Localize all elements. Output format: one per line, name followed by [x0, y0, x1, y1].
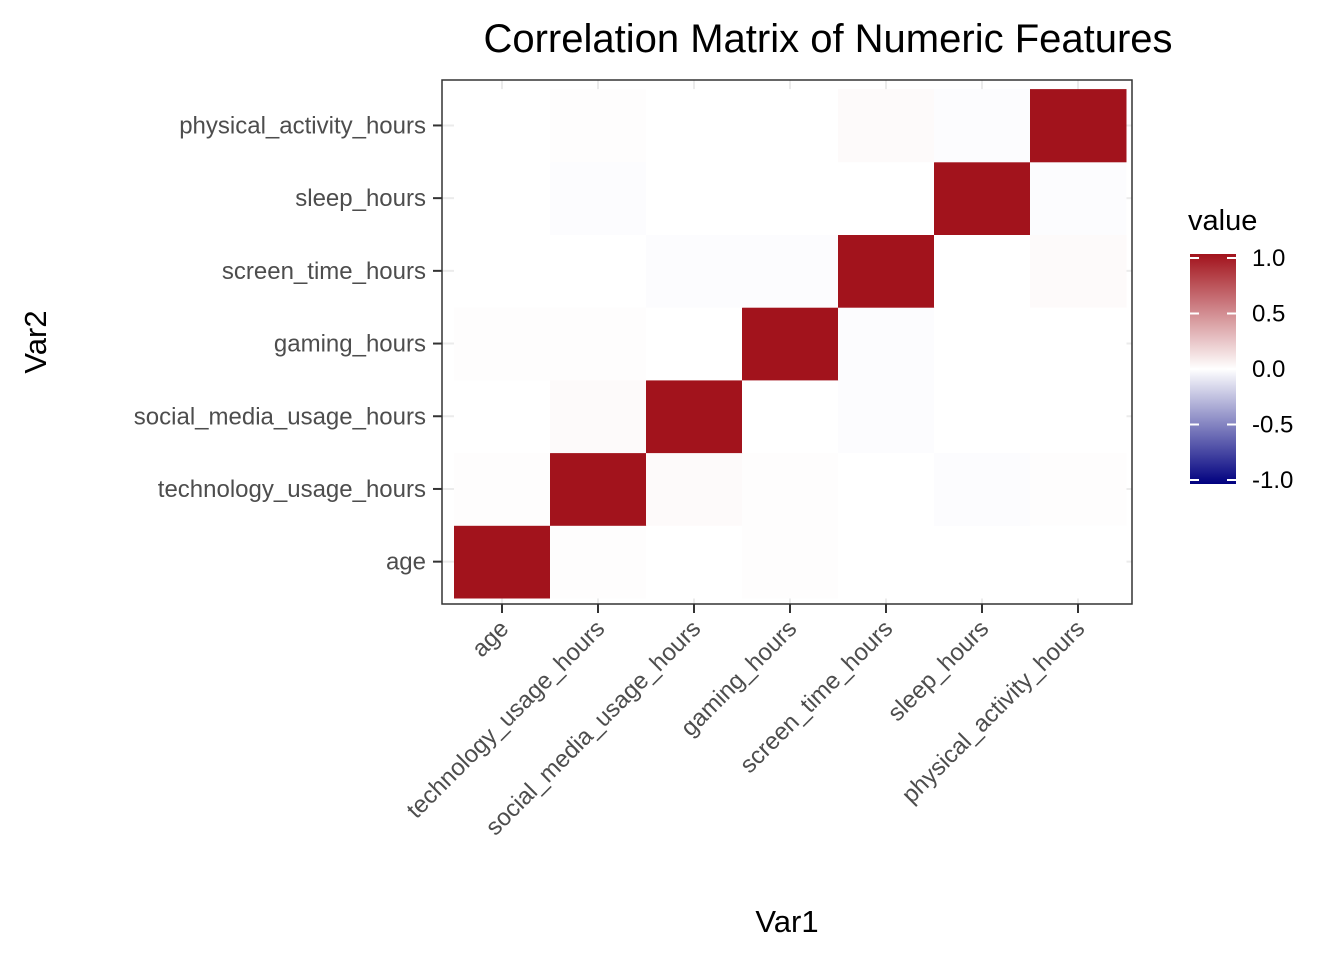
heatmap-tile-screen_time_hours-age [838, 525, 935, 599]
heatmap-tile-age-social_media_usage_hours [454, 379, 551, 454]
heatmap-tile-gaming_hours-social_media_usage_hours [742, 379, 839, 454]
heatmap-tile-gaming_hours-screen_time_hours [742, 234, 839, 308]
heatmap-tile-physical_activity_hours-technology_usage_hours [1030, 452, 1127, 526]
y-tick-label-physical_activity_hours: physical_activity_hours [179, 112, 426, 139]
heatmap-tile-gaming_hours-physical_activity_hours [742, 89, 839, 163]
heatmap-tile-technology_usage_hours-age [550, 525, 647, 599]
heatmap-tile-age-physical_activity_hours [454, 89, 551, 163]
x-tick-label-age: age [467, 615, 514, 662]
heatmap-tile-sleep_hours-screen_time_hours [934, 234, 1031, 308]
y-tick-label-technology_usage_hours: technology_usage_hours [158, 476, 426, 503]
heatmap-tile-gaming_hours-sleep_hours [742, 161, 839, 235]
legend-tick-label: 0.5 [1252, 301, 1285, 328]
heatmap-tile-age-gaming_hours [454, 307, 551, 381]
heatmap-tile-social_media_usage_hours-social_media_usage_hours [646, 379, 743, 454]
heatmap-tile-physical_activity_hours-social_media_usage_hours [1030, 379, 1127, 454]
heatmap-tile-physical_activity_hours-age [1030, 525, 1127, 599]
heatmap-tile-technology_usage_hours-sleep_hours [550, 161, 647, 235]
legend-tick-label: 0.0 [1252, 356, 1285, 383]
y-axis-ticks: age technology_usage_hours social_media_us… [134, 112, 442, 576]
y-tick-label-screen_time_hours: screen_time_hours [222, 258, 426, 285]
heatmap-tile-social_media_usage_hours-sleep_hours [646, 161, 743, 235]
heatmap-tile-screen_time_hours-physical_activity_hours [838, 89, 935, 163]
heatmap-tile-sleep_hours-social_media_usage_hours [934, 379, 1031, 454]
heatmap-tile-gaming_hours-age [742, 525, 839, 599]
x-axis-title: Var1 [755, 904, 818, 939]
heatmap-tile-physical_activity_hours-physical_activity_hours [1030, 89, 1127, 163]
heatmap-tile-technology_usage_hours-technology_usage_hours [550, 452, 647, 526]
heatmap-tile-technology_usage_hours-physical_activity_hours [550, 89, 647, 163]
heatmap-tile-screen_time_hours-social_media_usage_hours [838, 379, 935, 454]
y-axis-title: Var2 [18, 310, 53, 373]
heatmap-tile-gaming_hours-gaming_hours [742, 307, 839, 381]
legend-tick-label: 1.0 [1252, 245, 1285, 272]
heatmap-tile-gaming_hours-technology_usage_hours [742, 452, 839, 526]
heatmap-tile-social_media_usage_hours-age [646, 525, 743, 599]
color-legend: value 1.0 0.5 0.0 -0.5 -1.0 [1188, 205, 1293, 494]
heatmap-tiles [454, 89, 1127, 599]
y-tick-label-age: age [386, 549, 426, 576]
heatmap-tile-physical_activity_hours-screen_time_hours [1030, 234, 1127, 308]
heatmap-tile-technology_usage_hours-screen_time_hours [550, 234, 647, 308]
y-tick-label-sleep_hours: sleep_hours [295, 185, 426, 212]
heatmap-tile-social_media_usage_hours-gaming_hours [646, 307, 743, 381]
heatmap-tile-screen_time_hours-screen_time_hours [838, 234, 935, 308]
x-axis-ticks: agetechnology_usage_hourssocial_media_us… [401, 604, 1090, 841]
heatmap-tile-sleep_hours-gaming_hours [934, 307, 1031, 381]
heatmap-tile-social_media_usage_hours-physical_activity_hours [646, 89, 743, 163]
heatmap-tile-social_media_usage_hours-screen_time_hours [646, 234, 743, 308]
legend-tick-label: -0.5 [1252, 412, 1293, 439]
heatmap-tile-sleep_hours-physical_activity_hours [934, 89, 1031, 163]
heatmap-tile-physical_activity_hours-sleep_hours [1030, 161, 1127, 235]
legend-title: value [1188, 205, 1257, 237]
legend-ticks: 1.0 0.5 0.0 -0.5 -1.0 [1190, 245, 1293, 494]
panel-border [441, 79, 1133, 605]
heatmap-tile-age-technology_usage_hours [454, 452, 551, 526]
chart-title: Correlation Matrix of Numeric Features [483, 17, 1172, 61]
heatmap-tile-screen_time_hours-gaming_hours [838, 307, 935, 381]
heatmap-tile-screen_time_hours-sleep_hours [838, 161, 935, 235]
heatmap-tile-sleep_hours-technology_usage_hours [934, 452, 1031, 526]
heatmap-tile-technology_usage_hours-social_media_usage_hours [550, 379, 647, 454]
heatmap-tile-social_media_usage_hours-technology_usage_hours [646, 452, 743, 526]
heatmap-tile-sleep_hours-sleep_hours [934, 161, 1031, 235]
y-tick-label-gaming_hours: gaming_hours [274, 331, 426, 358]
y-tick-label-social_media_usage_hours: social_media_usage_hours [134, 403, 426, 430]
heatmap-tile-sleep_hours-age [934, 525, 1031, 599]
x-tick-label-technology_usage_hours: technology_usage_hours [401, 615, 610, 824]
x-tick-label-physical_activity_hours: physical_activity_hours [897, 615, 1091, 809]
heatmap-tile-screen_time_hours-technology_usage_hours [838, 452, 935, 526]
heatmap-tile-technology_usage_hours-gaming_hours [550, 307, 647, 381]
heatmap-tile-age-screen_time_hours [454, 234, 551, 308]
heatmap-tile-age-age [454, 525, 551, 599]
heatmap-tile-age-sleep_hours [454, 161, 551, 235]
legend-tick-label: -1.0 [1252, 467, 1293, 494]
heatmap-tile-physical_activity_hours-gaming_hours [1030, 307, 1127, 381]
